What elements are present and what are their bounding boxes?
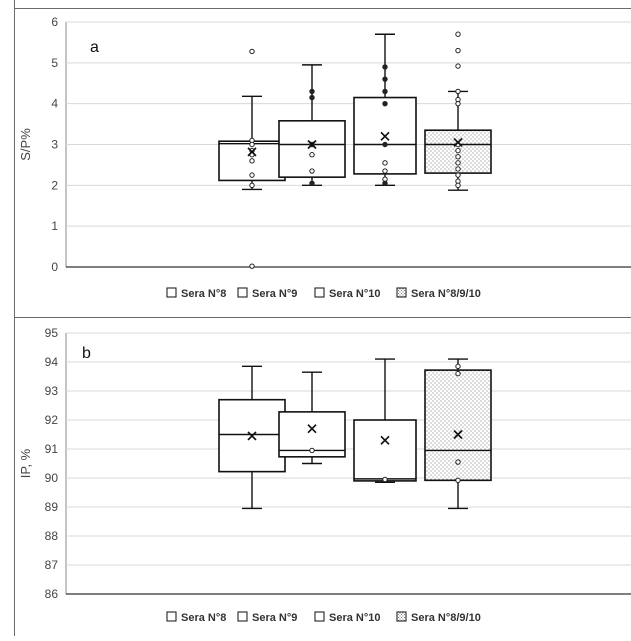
data-point: [382, 76, 388, 82]
panel-label: a: [90, 39, 99, 56]
data-point: [249, 263, 255, 269]
legend-label: Sera N°10: [329, 612, 381, 624]
y-tick-label: 86: [45, 587, 59, 601]
y-tick-label: 4: [51, 97, 58, 111]
legend-label: Sera N°8/9/10: [411, 288, 481, 300]
data-point: [382, 180, 388, 186]
y-tick-label: 91: [45, 442, 59, 456]
mean-marker: [247, 147, 257, 157]
data-point: [309, 94, 315, 101]
y-tick-label: 95: [45, 326, 59, 340]
data-point: [455, 182, 461, 189]
data-point: [249, 141, 255, 148]
legend-label: Sera N°10: [329, 288, 381, 300]
data-point: [382, 64, 388, 70]
legend: Sera N°8 Sera N°9 Sera N°10 Sera N°8/9/10: [166, 611, 481, 624]
mean-marker: [307, 424, 317, 434]
legend-swatch: [314, 611, 325, 622]
box-3: [353, 358, 417, 484]
data-point: [382, 476, 388, 483]
y-tick-label: 1: [51, 219, 58, 233]
data-point: [455, 88, 461, 95]
legend-swatch: [237, 611, 248, 622]
y-tick-label: 2: [51, 178, 58, 192]
box-2: [278, 371, 346, 465]
data-point: [455, 100, 461, 107]
legend-label: Sera N°9: [252, 288, 297, 300]
data-point: [309, 88, 315, 95]
legend-swatch: [396, 287, 407, 298]
data-point: [455, 477, 461, 484]
legend-swatch: [166, 611, 177, 622]
box-2: [278, 64, 346, 187]
data-point: [455, 166, 461, 172]
data-point: [309, 180, 315, 186]
box-3: [353, 33, 417, 187]
data-point: [309, 168, 315, 174]
data-point: [382, 168, 388, 174]
box-1: [218, 48, 286, 269]
y-tick-label: 89: [45, 500, 59, 514]
mean-marker: [380, 435, 390, 445]
data-point: [249, 48, 255, 55]
legend-label: Sera N°8: [181, 288, 226, 300]
data-point: [455, 63, 461, 69]
data-point: [455, 363, 461, 370]
data-point: [249, 182, 255, 189]
box-iqr: [278, 120, 346, 178]
mean-marker: [380, 131, 390, 141]
mean-marker: [453, 429, 463, 440]
data-point: [382, 160, 388, 166]
data-point: [382, 100, 388, 107]
legend-label: Sera N°8: [181, 612, 226, 624]
box-4: [424, 358, 492, 510]
legend-swatch: [166, 287, 177, 298]
legend-swatch: [237, 287, 248, 298]
legend: Sera N°8 Sera N°9 Sera N°10 Sera N°8/9/10: [166, 287, 481, 300]
y-tick-label: 93: [45, 384, 59, 398]
y-tick-label: 5: [51, 56, 58, 70]
mean-marker: [247, 431, 257, 441]
y-tick-label: 0: [51, 260, 58, 274]
data-point: [455, 160, 461, 166]
mean-marker: [307, 139, 317, 150]
legend-label: Sera N°9: [252, 612, 297, 624]
y-axis-label: IP, %: [18, 448, 33, 478]
y-axis-label: S/P%: [18, 128, 33, 161]
data-point: [455, 459, 461, 465]
y-tick-label: 87: [45, 558, 59, 572]
data-point: [309, 447, 315, 454]
data-point: [249, 172, 255, 178]
data-point: [382, 88, 388, 95]
data-point: [455, 31, 461, 37]
legend-swatch: [314, 287, 325, 298]
y-tick-label: 90: [45, 471, 59, 485]
y-tick-label: 92: [45, 413, 59, 427]
data-point: [455, 370, 461, 377]
data-point: [309, 152, 315, 158]
box-4: [424, 31, 492, 191]
box-1: [218, 365, 286, 510]
data-point: [455, 154, 461, 160]
y-tick-label: 6: [51, 15, 58, 29]
y-tick-label: 88: [45, 529, 59, 543]
legend-swatch: [396, 611, 407, 622]
data-point: [455, 172, 461, 178]
box-iqr: [353, 419, 417, 482]
data-point: [455, 147, 461, 154]
legend-label: Sera N°8/9/10: [411, 612, 481, 624]
data-point: [455, 47, 461, 54]
mean-marker: [453, 137, 463, 148]
panel-label: b: [82, 345, 91, 362]
y-tick-label: 94: [45, 355, 59, 369]
data-point: [382, 141, 388, 148]
y-tick-label: 3: [51, 138, 58, 152]
data-point: [249, 158, 255, 164]
